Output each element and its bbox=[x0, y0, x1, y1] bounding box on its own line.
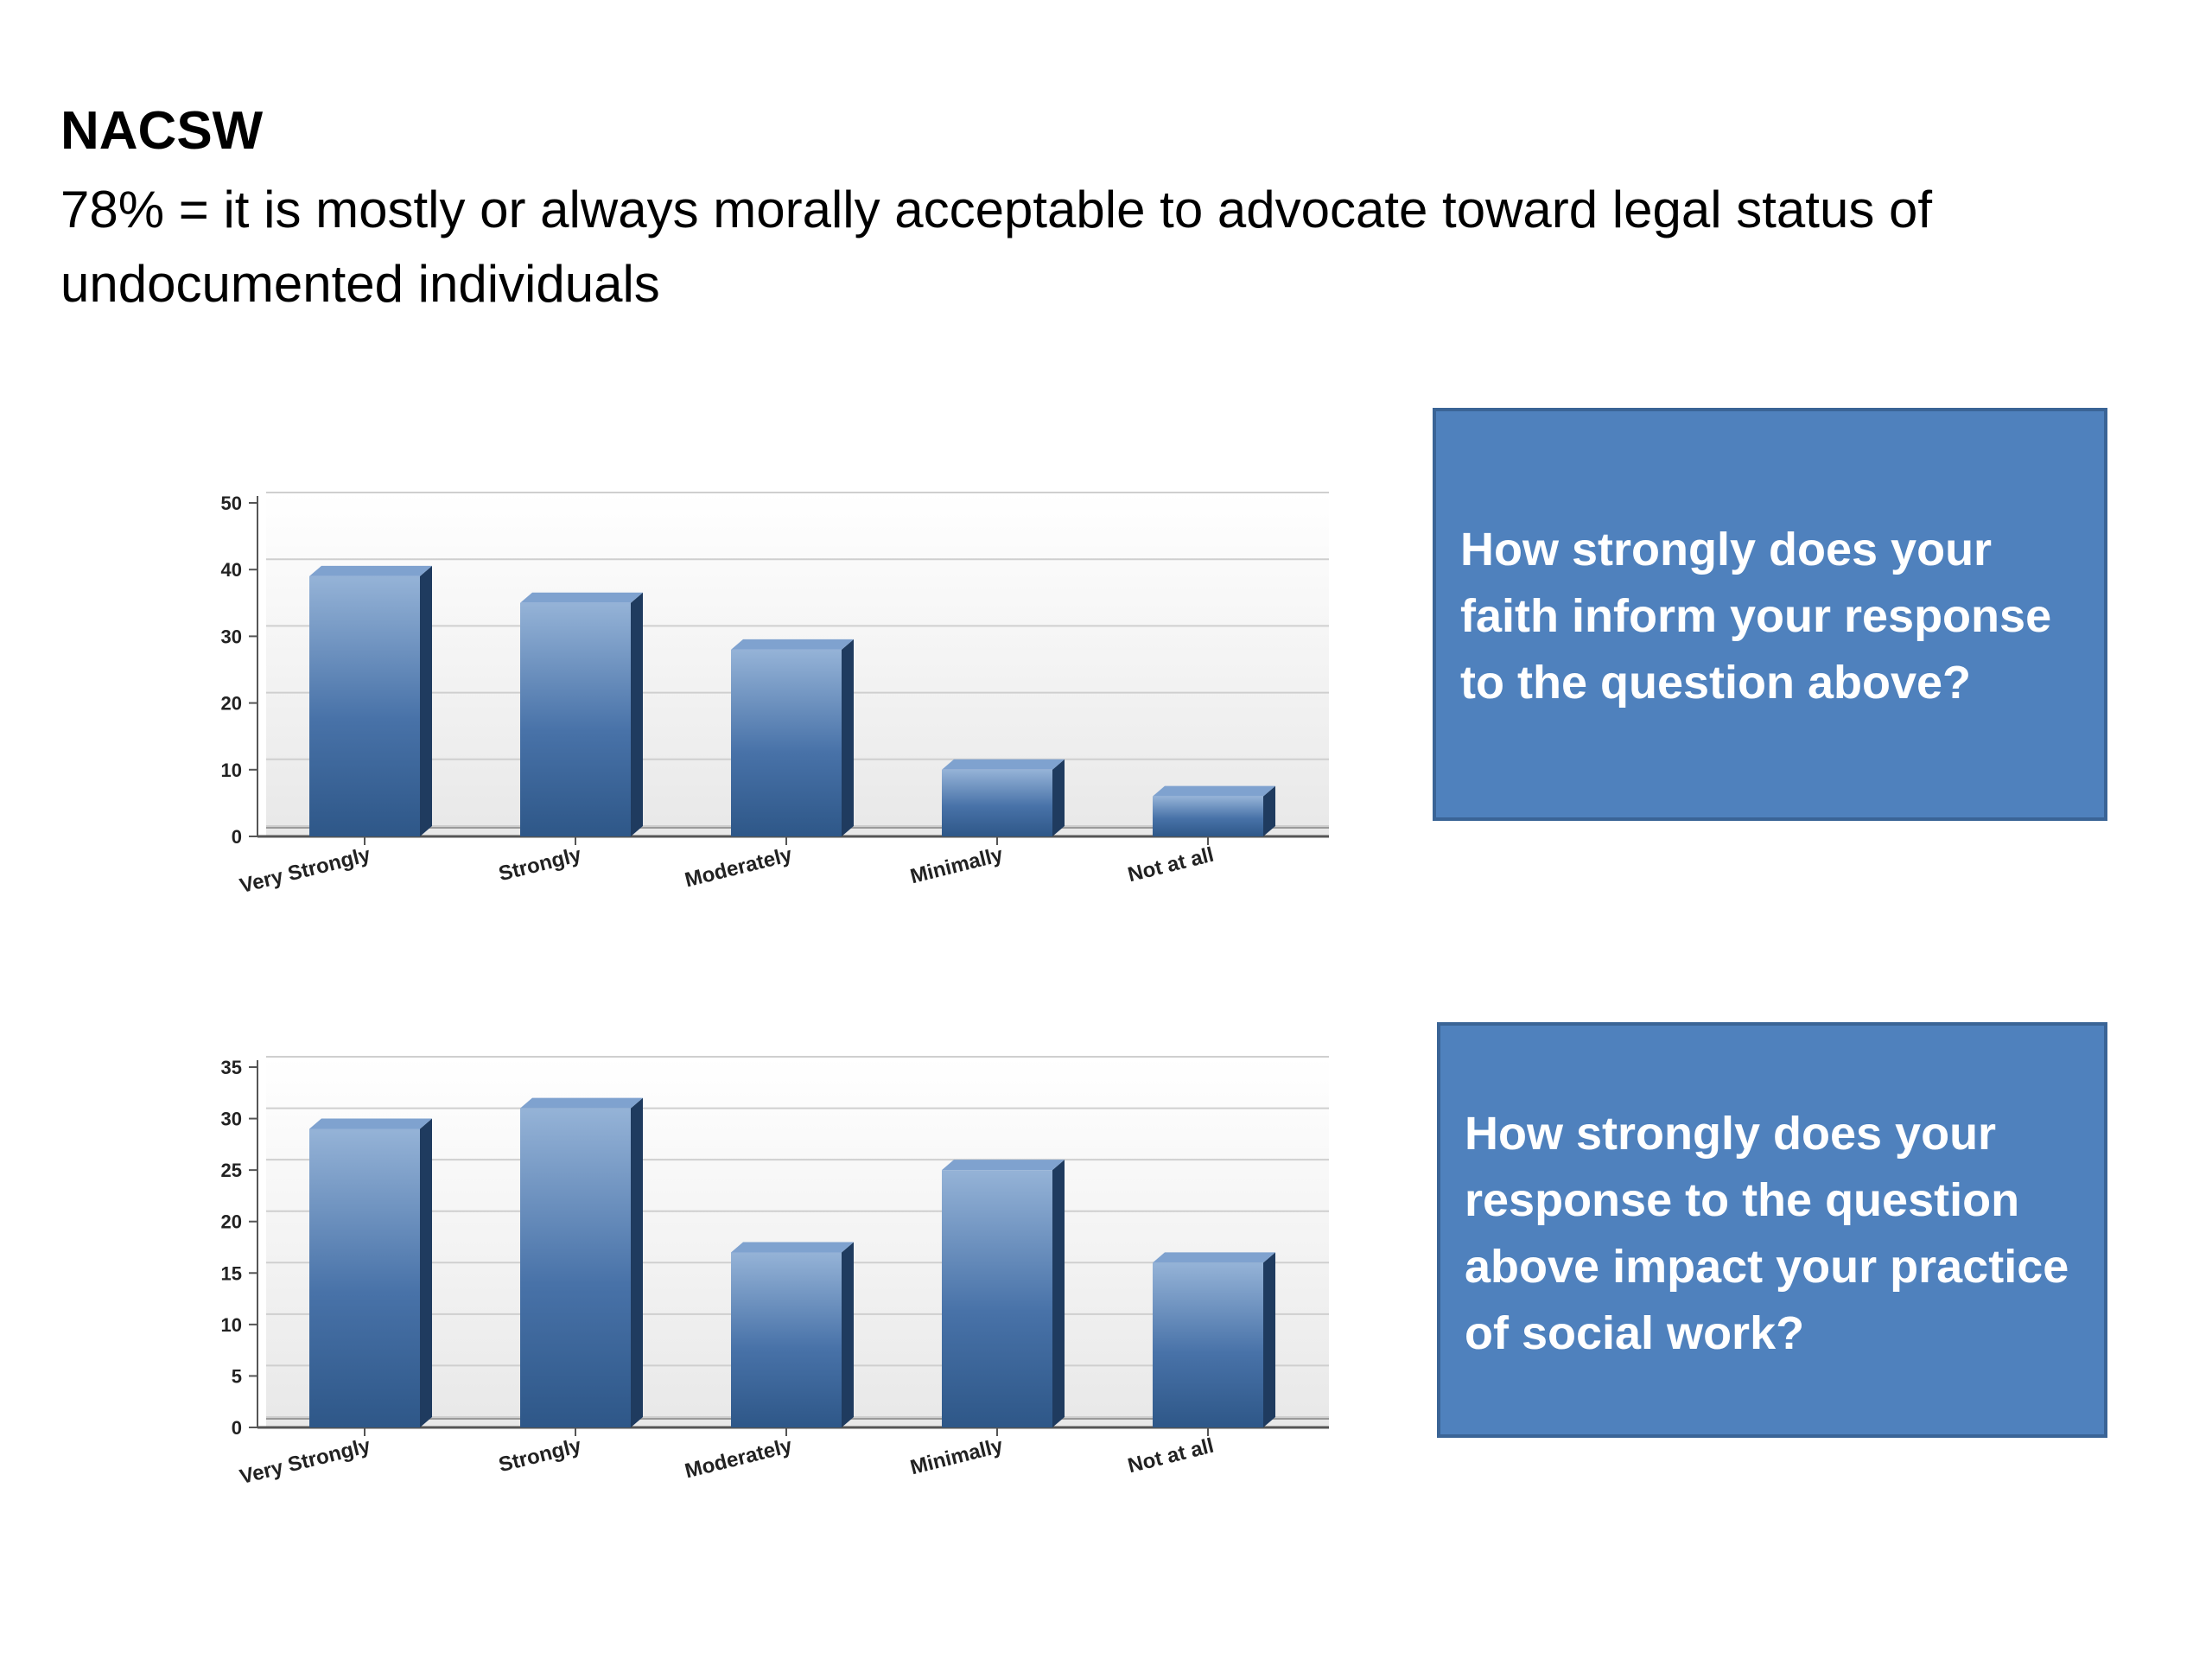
bar-top bbox=[520, 1097, 643, 1109]
bar-top bbox=[1153, 1252, 1275, 1263]
bar-minimally bbox=[942, 759, 1065, 836]
bar-side bbox=[842, 1242, 854, 1427]
bar-front bbox=[731, 649, 842, 836]
bar-top bbox=[942, 1160, 1065, 1171]
x-category-label: Very Strongly bbox=[238, 842, 373, 898]
bar-side bbox=[1052, 1160, 1065, 1427]
question-text-practice: How strongly does your response to the q… bbox=[1465, 1108, 2069, 1359]
bar-top bbox=[309, 1118, 432, 1129]
y-tick-label: 0 bbox=[232, 826, 242, 848]
bar-top bbox=[520, 592, 643, 603]
bar-side bbox=[631, 592, 643, 836]
chart-practice-impact: 0 5 10 15 20 25 30 35 Very Strongly Strongly Moder… bbox=[221, 1056, 1329, 1489]
slide-subtitle: 78% = it is mostly or always morally acc… bbox=[60, 181, 1933, 313]
y-tick-label: 5 bbox=[232, 1365, 242, 1387]
y-tick-label: 0 bbox=[232, 1417, 242, 1439]
bar-top bbox=[731, 639, 854, 650]
y-tick-label: 10 bbox=[221, 1314, 242, 1336]
x-category-label: Minimally bbox=[908, 1433, 1006, 1479]
y-tick-label: 20 bbox=[221, 693, 242, 715]
bar-front bbox=[520, 602, 631, 836]
y-tick-label: 20 bbox=[221, 1211, 242, 1233]
y-tick-label: 25 bbox=[221, 1160, 242, 1181]
x-category-label: Moderately bbox=[683, 1433, 795, 1483]
bar-moderately bbox=[731, 1242, 854, 1427]
x-category-label: Very Strongly bbox=[238, 1433, 373, 1489]
x-category-label: Not at all bbox=[1126, 843, 1217, 887]
bar-front bbox=[1153, 1262, 1263, 1427]
chart-faith-inform: 0 10 20 30 40 50 Very Strongly Strongly Moderate… bbox=[221, 492, 1329, 898]
slide-title: NACSW bbox=[60, 101, 264, 161]
y-tick-label: 35 bbox=[221, 1057, 242, 1078]
bar-side bbox=[1052, 759, 1065, 836]
bar-moderately bbox=[731, 639, 854, 836]
bar-front bbox=[942, 1170, 1052, 1427]
bar-very-strongly bbox=[309, 565, 432, 836]
bar-front bbox=[309, 575, 420, 836]
question-box-practice: How strongly does your response to the q… bbox=[1437, 1022, 2107, 1438]
bar-front bbox=[309, 1128, 420, 1427]
bar-side bbox=[1263, 1252, 1275, 1427]
bar-not-at-all bbox=[1153, 1252, 1275, 1427]
bar-side bbox=[1263, 785, 1275, 836]
y-tick-label: 30 bbox=[221, 1109, 242, 1130]
bar-side bbox=[842, 639, 854, 836]
x-category-label: Strongly bbox=[496, 1433, 584, 1477]
bar-side bbox=[631, 1097, 643, 1427]
bar-front bbox=[731, 1252, 842, 1427]
bar-minimally bbox=[942, 1160, 1065, 1427]
bar-strongly bbox=[520, 1097, 643, 1427]
y-tick-label: 15 bbox=[221, 1262, 242, 1284]
x-category-label: Strongly bbox=[496, 842, 584, 886]
bar-front bbox=[1153, 796, 1263, 836]
bar-not-at-all bbox=[1153, 785, 1275, 836]
bar-top bbox=[309, 565, 432, 576]
bar-front bbox=[520, 1108, 631, 1427]
question-text-faith: How strongly does your faith inform your… bbox=[1460, 524, 2052, 709]
bar-top bbox=[1153, 785, 1275, 797]
y-tick-label: 10 bbox=[221, 760, 242, 781]
bar-side bbox=[420, 565, 432, 836]
y-tick-label: 50 bbox=[221, 493, 242, 514]
bar-strongly bbox=[520, 592, 643, 836]
x-category-label: Moderately bbox=[683, 842, 795, 892]
bar-top bbox=[731, 1242, 854, 1253]
x-category-label: Not at all bbox=[1126, 1434, 1217, 1478]
question-box-faith: How strongly does your faith inform your… bbox=[1433, 408, 2107, 821]
y-tick-label: 30 bbox=[221, 626, 242, 647]
bar-very-strongly bbox=[309, 1118, 432, 1427]
y-tick-label: 40 bbox=[221, 559, 242, 581]
bar-top bbox=[942, 759, 1065, 770]
bar-side bbox=[420, 1118, 432, 1427]
bar-front bbox=[942, 769, 1052, 836]
x-category-label: Minimally bbox=[908, 842, 1006, 888]
